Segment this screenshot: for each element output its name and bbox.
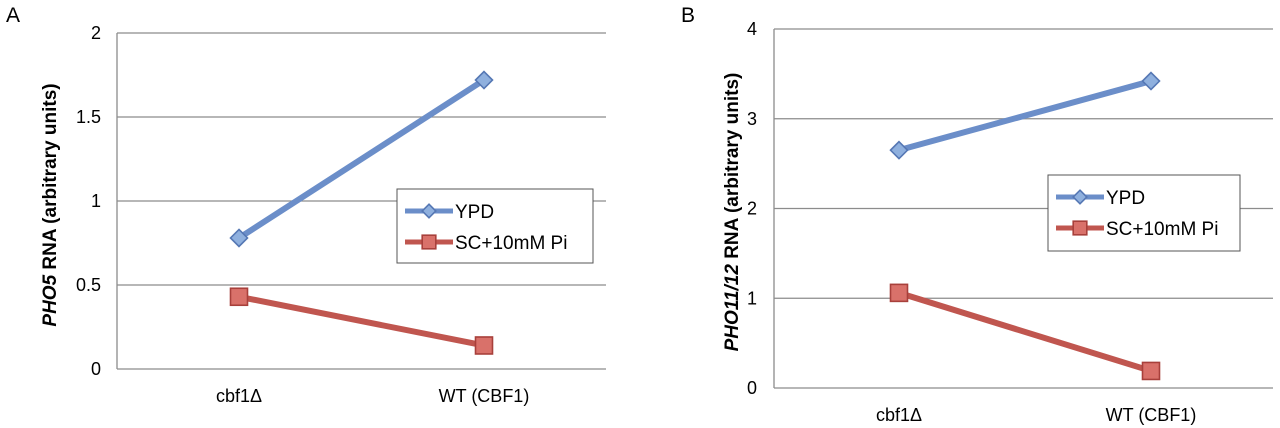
- panel-label-a: A: [6, 4, 20, 27]
- data-point-a-0-0: [229, 228, 249, 248]
- y-tick-label-b-4: 4: [747, 19, 757, 39]
- data-point-b-1-1: [1141, 361, 1161, 381]
- series-line-a-1: [236, 293, 487, 349]
- legend-label-a-0: YPD: [455, 202, 494, 223]
- legend-b: YPD SC+10mM Pi: [1047, 174, 1241, 252]
- plot-panel-a: 0 0.5 1 1.5 2 cbf1Δ WT (CBF1) YPD SC+10mM Pi: [76, 23, 606, 406]
- legend-marker-a-0: [421, 203, 437, 219]
- x-tick-label-a-0: cbf1Δ: [216, 386, 262, 406]
- legend-marker-b-1: [1072, 220, 1088, 236]
- y-tick-label-a-0: 0: [91, 359, 101, 379]
- legend-box-a: [396, 188, 594, 264]
- data-point-a-1-0: [229, 287, 249, 307]
- plot-panel-b: 0 1 2 3 4 cbf1Δ WT (CBF1) YPD SC+10mM Pi: [747, 19, 1273, 425]
- series-line-a-0: [236, 77, 487, 241]
- legend-a: YPD SC+10mM Pi: [396, 188, 594, 264]
- series-line-b-0: [896, 78, 1154, 154]
- y-axis-label-b: PHO11/12 RNA (arbitrary units): [722, 73, 743, 352]
- x-tick-label-b-0: cbf1Δ: [876, 405, 922, 425]
- legend-marker-b-0: [1072, 189, 1088, 205]
- y-tick-label-a-4: 2: [91, 23, 101, 43]
- series-line-b-1: [896, 289, 1154, 374]
- data-point-a-1-1: [474, 336, 494, 355]
- x-tick-label-b-1: WT (CBF1): [1106, 405, 1197, 425]
- y-tick-label-b-1: 1: [747, 288, 757, 308]
- legend-label-a-1: SC+10mM Pi: [455, 233, 567, 254]
- data-point-b-1-0: [889, 283, 909, 303]
- y-tick-label-b-0: 0: [747, 378, 757, 398]
- x-tick-label-a-1: WT (CBF1): [439, 386, 530, 406]
- y-axis-label-a: PHO5 RNA (arbitrary units): [40, 83, 61, 326]
- data-point-b-0-1: [1141, 71, 1161, 91]
- y-tick-label-a-3: 1.5: [76, 107, 101, 127]
- y-tick-label-b-3: 3: [747, 109, 757, 129]
- legend-box-b: [1047, 174, 1241, 252]
- data-point-b-0-0: [889, 140, 909, 160]
- legend-label-b-0: YPD: [1106, 188, 1145, 209]
- legend-label-b-1: SC+10mM Pi: [1106, 219, 1218, 240]
- legend-marker-a-1: [421, 234, 437, 250]
- y-tick-label-a-2: 1: [91, 191, 101, 211]
- data-point-a-0-1: [474, 70, 494, 90]
- y-tick-label-a-1: 0.5: [76, 275, 101, 295]
- y-tick-label-b-2: 2: [747, 199, 757, 219]
- panel-label-b: B: [681, 4, 695, 27]
